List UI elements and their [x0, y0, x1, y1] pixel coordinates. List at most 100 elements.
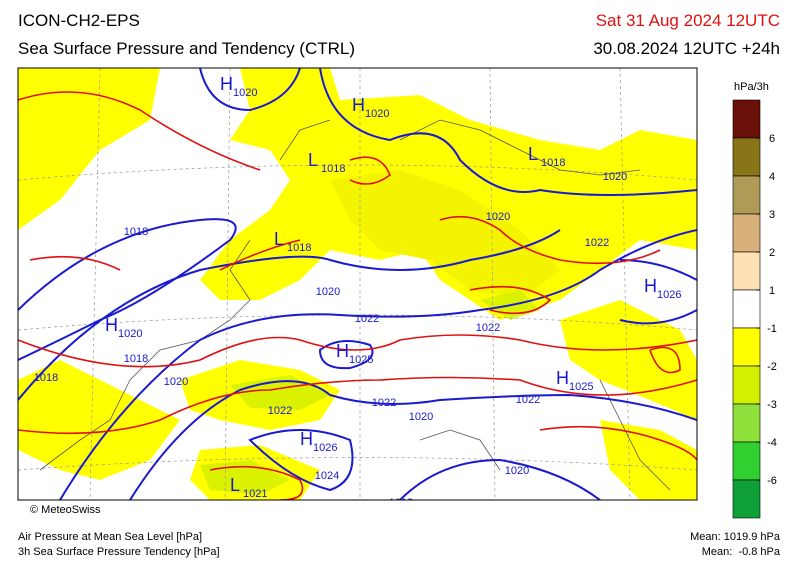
center-letter: H: [220, 74, 233, 94]
center-value: 1018: [541, 157, 565, 169]
pressure-center: L 1021: [230, 475, 267, 500]
isobar-label: 1020: [316, 286, 340, 298]
colorbar-swatch: [732, 441, 761, 481]
colorbar-tick-label: 2: [769, 247, 775, 259]
colorbar-tick-label: -2: [767, 361, 777, 373]
model-name: ICON-CH2-EPS: [18, 11, 140, 30]
colorbar-swatch: [732, 327, 761, 367]
colorbar-tick-label: 4: [769, 171, 775, 183]
colorbar-swatch: [732, 289, 761, 329]
isobar-label: 1020: [603, 171, 627, 183]
coastlines: [39, 119, 671, 491]
isobar-label: 1022: [268, 405, 292, 417]
pressure-center: H 1020: [352, 95, 389, 120]
isobar-label: 1022: [516, 394, 540, 406]
colorbar-tick-label: 3: [769, 209, 775, 221]
colorbar-swatch: [732, 403, 761, 443]
colorbar-tick-label: -6: [767, 475, 777, 487]
isobar-label: 1022: [372, 397, 396, 409]
isobar-label: 1020: [409, 411, 433, 423]
tendency-line: [219, 156, 391, 271]
isobar: [199, 68, 301, 112]
isobar-label: 1020: [164, 376, 188, 388]
pressure-center: H 1026: [644, 276, 681, 301]
pressure-center: L 1018: [308, 150, 345, 175]
tendency-line: [209, 425, 697, 500]
isobar: [319, 68, 697, 196]
center-letter: H: [105, 315, 118, 335]
tendency-contours: [18, 91, 697, 500]
credit: © MeteoSwiss: [30, 504, 101, 516]
isobar-label: 1022: [355, 313, 379, 325]
tendency-line: [18, 334, 697, 368]
isobar: [318, 340, 374, 370]
center-value: 1018: [321, 163, 345, 175]
isobar-label: 1018: [34, 372, 58, 384]
center-letter: H: [352, 95, 365, 115]
colorbar: 6 4 3 2 1 -1 -2 -3 -4 -6: [732, 99, 777, 519]
pressure-center: H 1020: [220, 74, 257, 99]
tendency-line: [18, 376, 697, 435]
isobar-label: 1022: [281, 502, 305, 514]
colorbar-tick-label: -4: [767, 437, 777, 449]
isobars: [18, 68, 697, 500]
colorbar-swatch: [732, 365, 761, 405]
map-frame: [17, 67, 698, 501]
center-value: 1018: [287, 242, 311, 254]
center-value: 1025: [349, 354, 373, 366]
isobar: [18, 218, 237, 361]
center-letter: H: [336, 341, 349, 361]
coastline: [39, 119, 671, 491]
colorbar-unit: hPa/3h: [734, 81, 769, 93]
tendency-area: [600, 420, 697, 500]
center-value: 1026: [313, 442, 337, 454]
center-letter: L: [528, 144, 538, 164]
isobar: [18, 229, 561, 401]
colorbar-swatch: [732, 99, 761, 139]
center-value: 1020: [233, 87, 257, 99]
isobar-label: 1022: [476, 322, 500, 334]
colorbar-tick-label: -3: [767, 399, 777, 411]
pressure-center: L 1018: [528, 144, 565, 169]
pressure-center: L 1018: [274, 229, 311, 254]
isobar: [399, 458, 601, 500]
colorbar-tick-label: -1: [767, 323, 777, 335]
center-letter: H: [644, 276, 657, 296]
mean-pressure: Mean: 1019.9 hPa: [690, 531, 781, 543]
tendency-area: [18, 68, 160, 230]
isobar: [59, 229, 697, 500]
meridian: [89, 68, 631, 500]
center-value: 1026: [657, 289, 681, 301]
graticule: [18, 68, 697, 500]
pressure-center: H 1026: [300, 429, 337, 454]
tendency-line: [18, 91, 261, 271]
center-letter: H: [556, 368, 569, 388]
mean-tendency: Mean: -0.8 hPa: [702, 546, 781, 558]
isobar-label: 1020: [505, 465, 529, 477]
isobar-label: 1018: [124, 226, 148, 238]
footer-line: Air Pressure at Mean Sea Level [hPa]: [18, 531, 202, 543]
isobar: [129, 380, 697, 500]
tendency-area: [18, 360, 180, 480]
tendency-area: [560, 300, 697, 420]
pressure-center: H 1025: [556, 368, 593, 393]
colorbar-swatch: [732, 251, 761, 291]
footer-line: 3h Sea Surface Pressure Tendency [hPa]: [18, 546, 220, 558]
center-letter: L: [230, 475, 240, 495]
center-value: 1020: [118, 328, 142, 340]
isobar-label: 1020: [486, 211, 510, 223]
center-letter: L: [274, 229, 284, 249]
colorbar-swatch: [732, 213, 761, 253]
colorbar-tick-label: 1: [769, 285, 775, 297]
center-letter: L: [308, 150, 318, 170]
center-value: 1020: [365, 108, 389, 120]
center-value: 1025: [569, 381, 593, 393]
colorbar-swatch: [732, 137, 761, 177]
center-value: 1021: [243, 488, 267, 500]
isobar-label: 1024: [315, 470, 339, 482]
tendency-fill: [18, 68, 697, 500]
